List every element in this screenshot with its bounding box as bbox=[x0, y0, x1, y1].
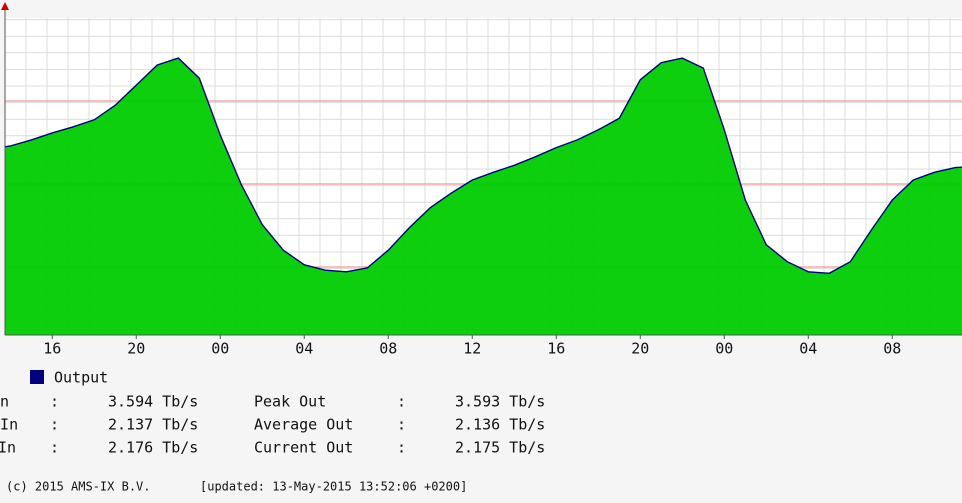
stat-label: Average Out bbox=[254, 416, 353, 434]
x-tick-label: 04 bbox=[295, 340, 313, 358]
stat-label: Peak Out bbox=[254, 393, 326, 411]
separator: : bbox=[397, 416, 406, 434]
stat-label: e In bbox=[0, 416, 18, 434]
copyright: (c) 2015 AMS-IX B.V. bbox=[6, 480, 151, 494]
x-tick-label: 20 bbox=[127, 340, 145, 358]
x-tick-label: 00 bbox=[211, 340, 229, 358]
x-tick-label: 16 bbox=[43, 340, 61, 358]
legend-label: Output bbox=[54, 369, 108, 387]
stat-value: 2.136 Tb/s bbox=[455, 416, 545, 434]
separator: : bbox=[397, 393, 406, 411]
x-tick-label: 20 bbox=[631, 340, 649, 358]
stat-label: n bbox=[0, 393, 9, 411]
legend-swatch bbox=[30, 370, 44, 384]
stat-label: In bbox=[0, 439, 16, 457]
axis-arrow bbox=[1, 2, 9, 10]
separator: : bbox=[50, 439, 59, 457]
stat-value: 3.593 Tb/s bbox=[455, 393, 545, 411]
x-tick-label: 00 bbox=[715, 340, 733, 358]
marks bbox=[4, 57, 962, 335]
stat-label: Current Out bbox=[254, 439, 353, 457]
output-line bbox=[4, 57, 962, 275]
x-tick-label: 08 bbox=[883, 340, 901, 358]
separator: : bbox=[50, 393, 59, 411]
stat-value: 2.137 Tb/s bbox=[108, 416, 198, 434]
x-tick-label: 08 bbox=[379, 340, 397, 358]
updated: [updated: 13-May-2015 13:52:06 +0200] bbox=[200, 480, 467, 494]
separator: : bbox=[397, 439, 406, 457]
x-tick-label: 12 bbox=[463, 340, 481, 358]
x-tick-label: 04 bbox=[799, 340, 817, 358]
stat-value: 3.594 Tb/s bbox=[108, 393, 198, 411]
x-tick-label: 16 bbox=[547, 340, 565, 358]
stat-value: 2.176 Tb/s bbox=[108, 439, 198, 457]
separator: : bbox=[50, 416, 59, 434]
stat-value: 2.175 Tb/s bbox=[455, 439, 545, 457]
